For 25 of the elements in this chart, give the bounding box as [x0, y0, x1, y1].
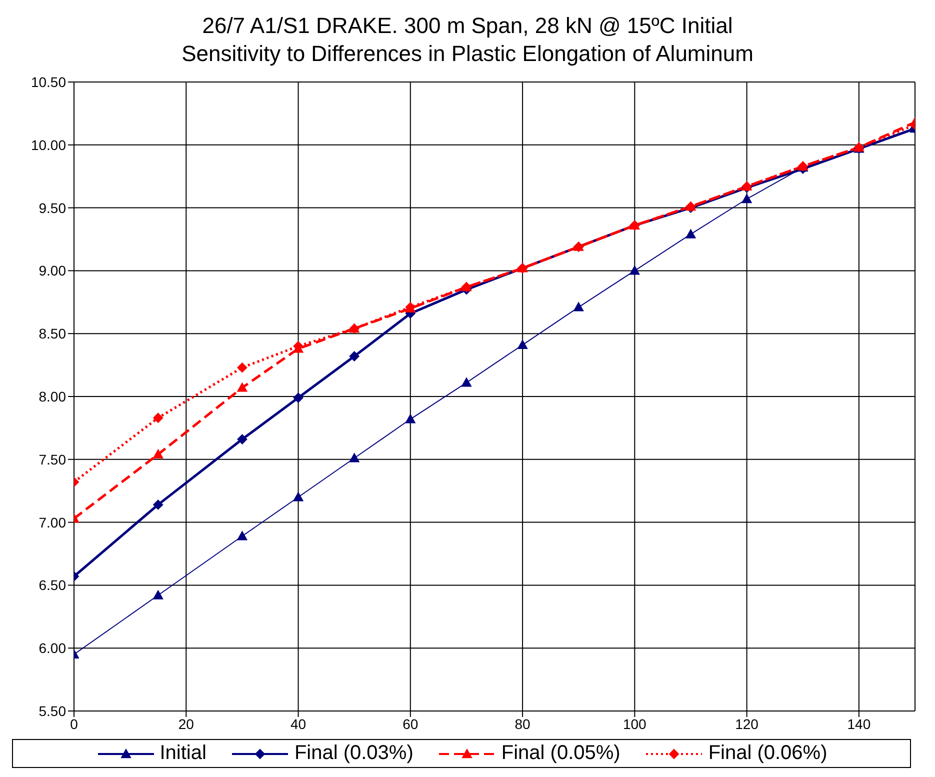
legend-label: Final (0.03%) — [294, 742, 414, 765]
x-tick-label: 40 — [290, 716, 306, 732]
y-tick-label: 8.50 — [38, 326, 66, 342]
y-tick-label: 9.00 — [38, 262, 66, 279]
x-tick-label: 0 — [70, 716, 78, 732]
y-tick-label: 8.00 — [38, 388, 66, 404]
x-tick-label: 60 — [402, 716, 418, 732]
y-tick-label: 10.50 — [30, 74, 66, 90]
chart-title: 26/7 A1/S1 DRAKE. 300 m Span, 28 kN @ 15ºC Initial — [201, 12, 734, 40]
y-tick-label: 7.00 — [38, 514, 66, 530]
y-tick-label: 6.00 — [38, 640, 66, 656]
y-tick-label: 6.50 — [38, 577, 66, 594]
chart-subtitle: Sensitivity to Differences in Plastic Elongation of Aluminum — [180, 40, 754, 68]
x-tick-label: 80 — [514, 716, 531, 732]
y-tick-label: 9.50 — [38, 200, 66, 216]
x-tick-label: 140 — [847, 716, 871, 732]
x-tick-label: 120 — [735, 716, 759, 732]
legend-label: Final (0.05%) — [501, 742, 620, 765]
y-tick-label: 10.00 — [30, 136, 66, 153]
legend-label: Final (0.06%) — [708, 742, 828, 765]
y-tick-label: 7.50 — [38, 451, 66, 468]
x-tick-label: 100 — [622, 716, 647, 732]
x-tick-label: 20 — [178, 716, 194, 732]
y-tick-label: 5.50 — [38, 702, 66, 719]
legend-label: Initial — [160, 742, 206, 765]
